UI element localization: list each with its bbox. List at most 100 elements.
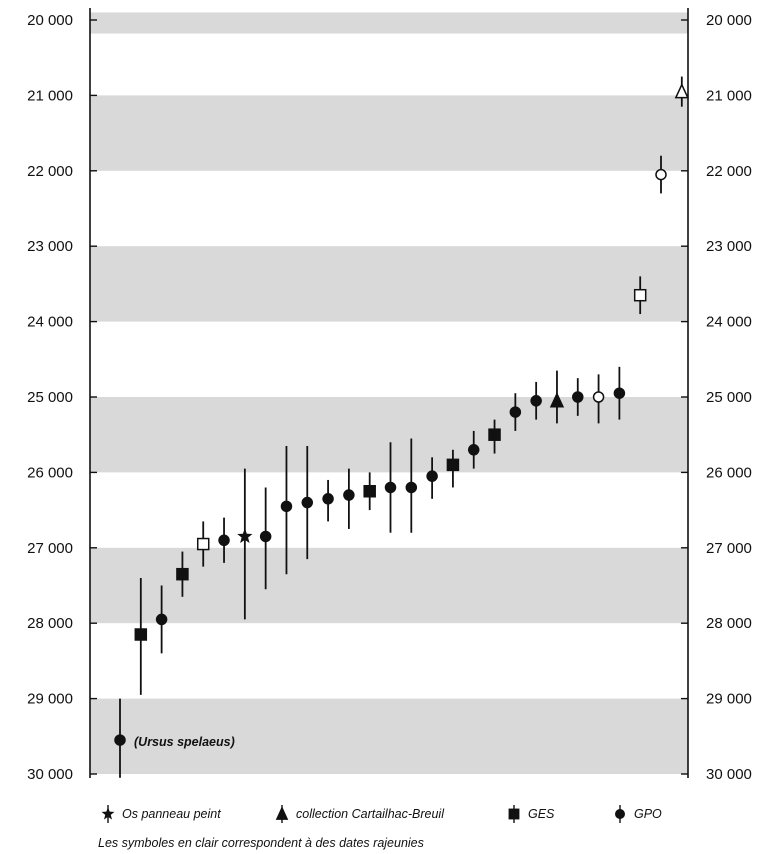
data-point-23 (572, 378, 584, 416)
marker-circle-18 (467, 444, 480, 456)
data-point-25 (613, 366, 626, 420)
legend-marker-square (508, 808, 520, 820)
marker-circle-1 (114, 734, 126, 746)
y-tick-label-left: 24 000 (27, 314, 73, 331)
y-tick-label-right: 29 000 (706, 691, 752, 708)
band-4 (90, 397, 688, 473)
marker-square-5 (196, 537, 210, 551)
data-point-27 (655, 155, 667, 194)
data-point-2 (134, 577, 148, 695)
y-tick-label-left: 23 000 (27, 238, 73, 255)
data-point-9 (280, 446, 293, 575)
y-tick-label-left: 25 000 (27, 389, 73, 406)
y-tick-label-left: 21 000 (27, 87, 73, 104)
data-point-17 (446, 449, 460, 488)
marker-circle-10 (301, 496, 314, 509)
data-point-5 (196, 521, 210, 567)
band-1 (90, 12, 688, 34)
y-tick-label-right: 22 000 (706, 163, 752, 180)
y-tick-labels-left: 20 000 21 000 22 000 23 000 24 000 25 000 26 0… (27, 12, 73, 783)
marker-circle-9 (280, 500, 293, 513)
legend-marker-triangle (275, 806, 289, 820)
data-point-22 (549, 370, 565, 424)
data-point-11 (322, 479, 334, 522)
data-point-4 (176, 551, 189, 597)
data-point-16 (426, 457, 438, 499)
data-point-14 (384, 442, 397, 533)
legend-item-star: Os panneau peint (101, 805, 221, 823)
marker-circle-14 (384, 481, 397, 494)
marker-circle-27 (655, 168, 667, 181)
legend-label-star: Os panneau peint (122, 807, 221, 821)
legend-label-square: GES (528, 807, 555, 821)
data-points (114, 76, 689, 778)
marker-square-2 (134, 628, 148, 641)
marker-triangle-28 (674, 82, 689, 99)
data-point-19 (488, 419, 501, 454)
marker-circle-6 (218, 534, 230, 547)
y-tick-label-right: 30 000 (706, 766, 752, 783)
band-5 (90, 547, 688, 624)
marker-circle-8 (259, 530, 272, 543)
marker-circle-20 (509, 406, 522, 418)
marker-square-19 (488, 428, 501, 441)
y-tick-label-right: 28 000 (706, 615, 752, 632)
y-tick-label-left: 27 000 (27, 540, 73, 557)
data-point-18 (467, 430, 480, 469)
data-point-13 (363, 472, 376, 511)
band-3 (90, 246, 688, 322)
y-tick-label-left: 29 000 (27, 691, 73, 708)
data-point-1 (114, 698, 126, 778)
data-point-7 (237, 468, 253, 620)
marker-square-26 (633, 288, 647, 302)
data-point-8 (259, 487, 272, 590)
y-tick-label-left: 26 000 (27, 464, 73, 481)
legend: Os panneau peint collection Cartailhac-Br… (101, 805, 662, 823)
data-point-20 (509, 393, 522, 431)
legend-item-circle: GPO (615, 805, 662, 823)
background-bands (90, 12, 688, 774)
legend-label-triangle: collection Cartailhac-Breuil (296, 807, 445, 821)
y-tick-label-right: 24 000 (706, 314, 752, 331)
y-tick-label-left: 22 000 (27, 163, 73, 180)
marker-triangle-22 (549, 391, 565, 408)
marker-square-4 (176, 567, 189, 581)
y-tick-label-right: 21 000 (706, 87, 752, 104)
data-point-10 (301, 446, 314, 560)
footnote: Les symboles en clair correspondent à de… (98, 836, 424, 850)
legend-label-circle: GPO (634, 807, 662, 821)
data-point-26 (633, 276, 647, 315)
marker-circle-23 (572, 391, 584, 403)
annotation-ursus-spelaeus: (Ursus spelaeus) (134, 735, 235, 749)
legend-marker-circle (615, 809, 625, 819)
marker-circle-24 (592, 391, 605, 403)
data-point-28 (674, 76, 689, 107)
marker-circle-11 (322, 493, 334, 505)
marker-circle-16 (426, 470, 438, 482)
marker-square-17 (446, 458, 460, 472)
band-2 (90, 95, 688, 171)
marker-circle-21 (530, 395, 542, 407)
data-point-21 (530, 381, 542, 420)
marker-circle-15 (405, 481, 418, 494)
marker-circle-3 (155, 613, 168, 626)
y-tick-label-right: 23 000 (706, 238, 752, 255)
data-point-6 (218, 517, 230, 563)
y-tick-label-left: 20 000 (27, 12, 73, 29)
y-tick-label-left: 30 000 (27, 766, 73, 783)
y-tick-label-right: 26 000 (706, 464, 752, 481)
marker-square-13 (363, 485, 376, 498)
marker-star-7 (237, 528, 253, 543)
data-point-15 (405, 438, 418, 533)
y-tick-label-left: 28 000 (27, 615, 73, 632)
marker-circle-12 (343, 489, 355, 501)
data-point-24 (592, 374, 605, 424)
y-tick-label-right: 20 000 (706, 12, 752, 29)
data-point-12 (343, 468, 355, 529)
data-point-3 (155, 585, 168, 654)
y-tick-labels-right: 20 000 21 000 22 000 23 000 24 000 25 000 26 0… (706, 12, 752, 783)
y-tick-label-right: 27 000 (706, 540, 752, 557)
legend-item-triangle: collection Cartailhac-Breuil (275, 805, 445, 823)
y-tick-label-right: 25 000 (706, 389, 752, 406)
